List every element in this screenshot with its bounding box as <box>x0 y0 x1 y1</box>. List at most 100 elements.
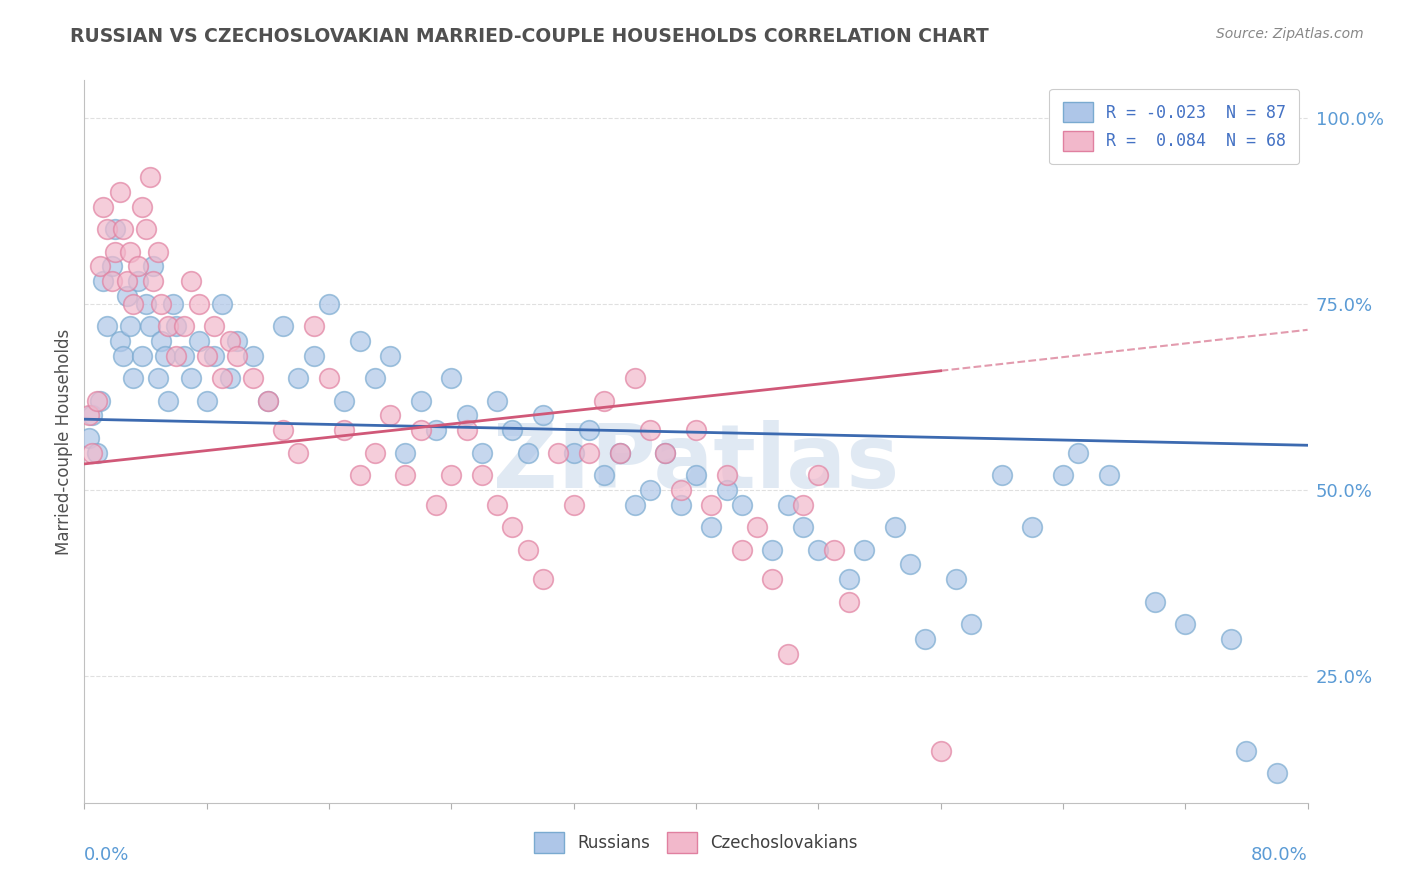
Point <box>157 319 180 334</box>
Point <box>502 423 524 437</box>
Point <box>898 558 921 572</box>
Point <box>394 446 416 460</box>
Point <box>333 393 356 408</box>
Point <box>1067 446 1090 460</box>
Point <box>111 349 134 363</box>
Point <box>101 274 124 288</box>
Legend: Russians, Czechoslovakians: Russians, Czechoslovakians <box>527 826 865 860</box>
Point <box>139 170 162 185</box>
Point <box>257 393 280 408</box>
Point <box>456 423 478 437</box>
Point <box>547 446 569 460</box>
Point <box>91 274 114 288</box>
Point <box>700 520 723 534</box>
Point <box>211 297 233 311</box>
Text: ZIPatlas: ZIPatlas <box>494 420 898 507</box>
Point <box>1052 468 1074 483</box>
Point <box>471 446 494 460</box>
Point <box>380 349 402 363</box>
Point <box>792 520 814 534</box>
Point <box>516 542 538 557</box>
Point <box>211 371 233 385</box>
Text: 80.0%: 80.0% <box>1251 847 1308 864</box>
Point <box>122 297 145 311</box>
Point <box>562 446 585 460</box>
Point <box>1236 744 1258 758</box>
Point <box>86 446 108 460</box>
Text: Source: ZipAtlas.com: Source: ZipAtlas.com <box>1216 27 1364 41</box>
Point <box>792 498 814 512</box>
Point <box>486 498 509 512</box>
Point <box>747 520 769 534</box>
Point <box>685 468 707 483</box>
Point <box>1220 632 1243 646</box>
Point <box>77 431 100 445</box>
Point <box>142 260 165 274</box>
Point <box>202 349 225 363</box>
Point <box>287 371 309 385</box>
Point <box>80 409 103 423</box>
Point <box>115 274 138 288</box>
Point <box>731 498 754 512</box>
Point <box>108 185 131 199</box>
Point <box>700 498 723 512</box>
Point <box>945 572 967 586</box>
Point <box>516 446 538 460</box>
Point <box>471 468 494 483</box>
Point <box>1143 595 1166 609</box>
Point <box>287 446 309 460</box>
Point <box>364 371 387 385</box>
Point <box>120 244 142 259</box>
Point <box>960 617 983 632</box>
Point <box>104 244 127 259</box>
Point <box>146 371 169 385</box>
Point <box>271 319 294 334</box>
Point <box>188 297 211 311</box>
Point <box>218 334 240 348</box>
Point <box>685 423 707 437</box>
Point <box>638 423 661 437</box>
Point <box>807 542 830 557</box>
Point <box>127 260 149 274</box>
Point <box>195 349 218 363</box>
Point <box>929 744 952 758</box>
Point <box>853 542 876 557</box>
Y-axis label: Married-couple Households: Married-couple Households <box>55 328 73 555</box>
Point <box>807 468 830 483</box>
Point <box>195 393 218 408</box>
Point <box>991 468 1014 483</box>
Point <box>91 200 114 214</box>
Point <box>425 423 447 437</box>
Point <box>242 349 264 363</box>
Point <box>716 468 738 483</box>
Point <box>89 393 111 408</box>
Point <box>135 297 157 311</box>
Point <box>135 222 157 236</box>
Point <box>440 371 463 385</box>
Point <box>104 222 127 236</box>
Point <box>838 572 860 586</box>
Point <box>302 349 325 363</box>
Point <box>162 297 184 311</box>
Point <box>96 319 118 334</box>
Point <box>349 334 371 348</box>
Point <box>349 468 371 483</box>
Point <box>173 319 195 334</box>
Point <box>364 446 387 460</box>
Point <box>456 409 478 423</box>
Point <box>624 498 647 512</box>
Point <box>115 289 138 303</box>
Point <box>609 446 631 460</box>
Point <box>180 371 202 385</box>
Point <box>155 349 177 363</box>
Point <box>716 483 738 497</box>
Point <box>531 572 554 586</box>
Point <box>1021 520 1043 534</box>
Point <box>823 542 845 557</box>
Point <box>120 319 142 334</box>
Point <box>731 542 754 557</box>
Point <box>578 446 600 460</box>
Point <box>1174 617 1197 632</box>
Point <box>761 542 783 557</box>
Point <box>1098 468 1121 483</box>
